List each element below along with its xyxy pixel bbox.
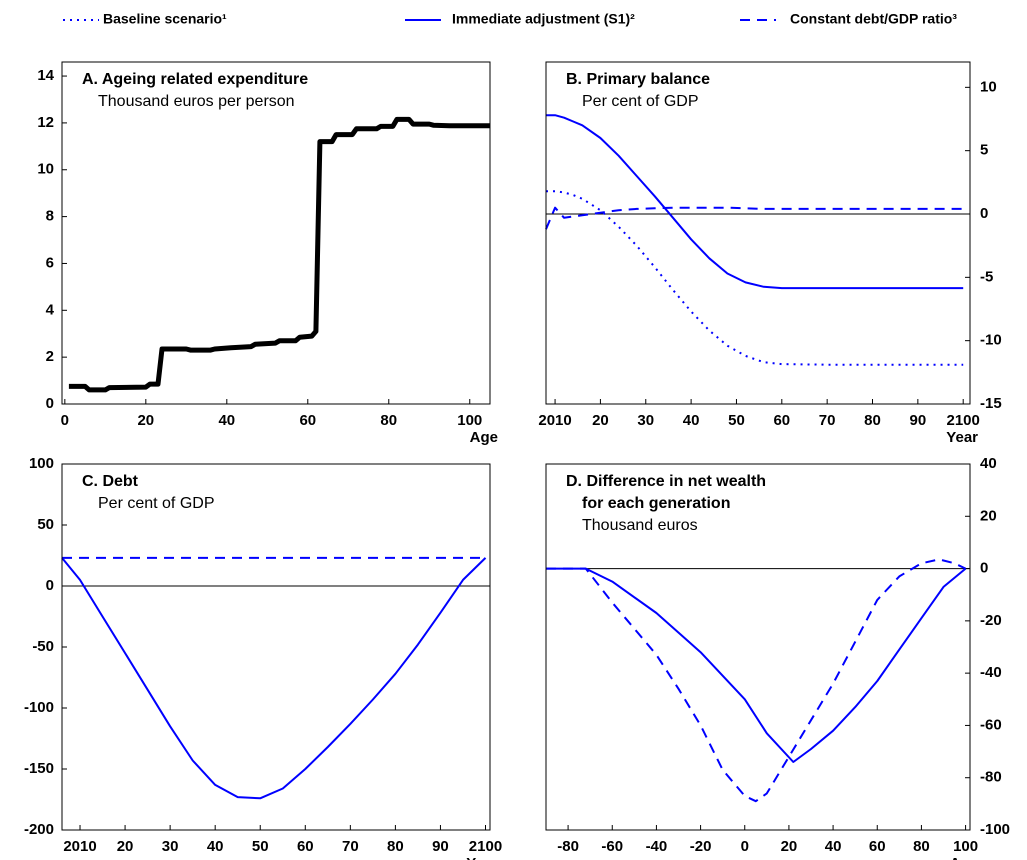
x-tick-label: 100 (953, 838, 978, 855)
x-tick-label: 60 (299, 412, 316, 429)
y-tick-label: 5 (980, 142, 988, 159)
x-tick-label: 50 (728, 412, 745, 429)
plot-frame (61, 61, 491, 405)
y-tick-label: -200 (24, 821, 54, 838)
series-line (546, 558, 967, 803)
x-tick-label: 40 (207, 838, 224, 855)
x-tick-label: 2010 (538, 412, 571, 429)
x-tick-label: -20 (690, 838, 712, 855)
x-tick-label: 80 (864, 412, 881, 429)
x-axis-label: Year (946, 429, 978, 446)
x-tick-label: 20 (592, 412, 609, 429)
y-tick-label: 0 (46, 577, 54, 594)
x-tick-label: -60 (601, 838, 623, 855)
x-tick-label: 70 (342, 838, 359, 855)
plot-frame (545, 463, 971, 831)
y-tick-label: -15 (980, 395, 1002, 412)
x-tick-label: 70 (819, 412, 836, 429)
x-tick-label: 2100 (947, 412, 980, 429)
x-tick-label: 40 (825, 838, 842, 855)
series-line (68, 116, 490, 393)
y-tick-label: 40 (980, 455, 997, 472)
y-tick-label: 10 (37, 161, 54, 178)
x-tick-label: 30 (637, 412, 654, 429)
x-tick-label: 80 (387, 838, 404, 855)
x-tick-label: 90 (910, 412, 927, 429)
series-line (545, 206, 964, 230)
legend-label: Immediate adjustment (S1)² (452, 11, 635, 27)
series-line (546, 190, 964, 366)
series-line (546, 114, 964, 290)
y-tick-label: -5 (980, 268, 993, 285)
x-tick-label: 60 (869, 838, 886, 855)
series-line (546, 567, 967, 763)
x-tick-label: 40 (683, 412, 700, 429)
y-tick-label: 50 (37, 516, 54, 533)
x-tick-label: 0 (61, 412, 69, 429)
panel-title: for each generation (582, 495, 730, 512)
y-tick-label: 100 (29, 455, 54, 472)
x-axis-label: Year (466, 855, 498, 860)
legend-label: Constant debt/GDP ratio³ (790, 11, 957, 27)
y-tick-label: -20 (980, 612, 1002, 629)
y-tick-label: 2 (46, 348, 54, 365)
x-tick-label: -80 (557, 838, 579, 855)
x-tick-label: 90 (432, 838, 449, 855)
y-tick-label: -50 (32, 638, 54, 655)
x-tick-label: 20 (781, 838, 798, 855)
panel-title: C. Debt (82, 473, 139, 490)
series-line (61, 557, 487, 800)
x-tick-label: -40 (646, 838, 668, 855)
x-tick-label: 80 (913, 838, 930, 855)
panel-subtitle: Thousand euros per person (98, 93, 295, 110)
x-tick-label: 100 (457, 412, 482, 429)
y-tick-label: -100 (980, 821, 1010, 838)
x-tick-label: 60 (297, 838, 314, 855)
y-tick-label: 10 (980, 78, 997, 95)
x-tick-label: 40 (218, 412, 235, 429)
panel-subtitle: Per cent of GDP (98, 495, 215, 512)
panel-title: A. Ageing related expenditure (82, 71, 308, 88)
y-tick-label: 6 (46, 254, 54, 271)
y-tick-label: 0 (980, 560, 988, 577)
panel-subtitle: Per cent of GDP (582, 93, 699, 110)
y-tick-label: 20 (980, 507, 997, 524)
x-tick-label: 0 (741, 838, 749, 855)
y-tick-label: 0 (980, 205, 988, 222)
y-tick-label: 12 (37, 114, 54, 131)
x-axis-label: Age (470, 429, 498, 446)
y-tick-label: -150 (24, 760, 54, 777)
x-tick-label: 80 (380, 412, 397, 429)
y-tick-label: -100 (24, 699, 54, 716)
x-tick-label: 30 (162, 838, 179, 855)
x-axis-label: Age (950, 855, 978, 860)
y-tick-label: 14 (37, 67, 54, 84)
x-tick-label: 2010 (63, 838, 96, 855)
y-tick-label: 4 (46, 301, 55, 318)
y-tick-label: -60 (980, 716, 1002, 733)
y-tick-label: -10 (980, 332, 1002, 349)
x-tick-label: 20 (137, 412, 154, 429)
legend-label: Baseline scenario¹ (103, 11, 227, 27)
x-tick-label: 50 (252, 838, 269, 855)
panel-title: D. Difference in net wealth (566, 473, 766, 490)
y-tick-label: -80 (980, 769, 1002, 786)
y-tick-label: 0 (46, 395, 54, 412)
panel-title: B. Primary balance (566, 71, 710, 88)
x-tick-label: 60 (773, 412, 790, 429)
y-tick-label: 8 (46, 208, 54, 225)
plot-frame (61, 463, 491, 831)
panel-subtitle: Thousand euros (582, 517, 698, 534)
plot-frame (545, 61, 971, 405)
x-tick-label: 20 (117, 838, 134, 855)
x-tick-label: 2100 (469, 838, 502, 855)
y-tick-label: -40 (980, 664, 1002, 681)
